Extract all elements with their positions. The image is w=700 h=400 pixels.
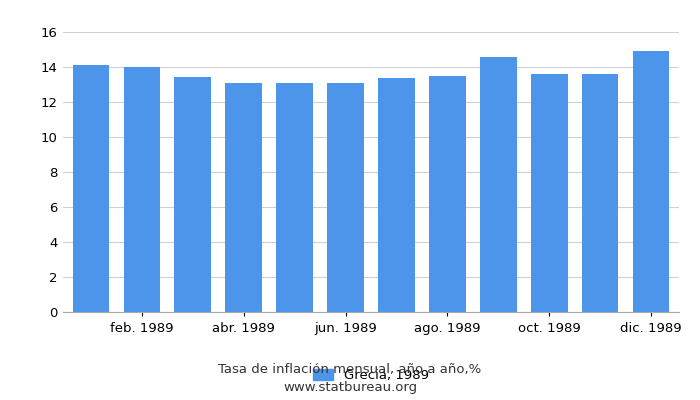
- Text: Tasa de inflación mensual, año a año,%: Tasa de inflación mensual, año a año,%: [218, 364, 482, 376]
- Bar: [73, 65, 109, 312]
- Bar: [327, 83, 364, 312]
- Legend: Grecia, 1989: Grecia, 1989: [308, 363, 434, 387]
- Bar: [276, 83, 313, 312]
- Bar: [429, 76, 466, 312]
- Bar: [225, 83, 262, 312]
- Bar: [378, 78, 415, 312]
- Bar: [480, 56, 517, 312]
- Bar: [633, 51, 669, 312]
- Bar: [124, 67, 160, 312]
- Bar: [582, 74, 618, 312]
- Text: www.statbureau.org: www.statbureau.org: [283, 381, 417, 394]
- Bar: [531, 74, 568, 312]
- Bar: [174, 77, 211, 312]
